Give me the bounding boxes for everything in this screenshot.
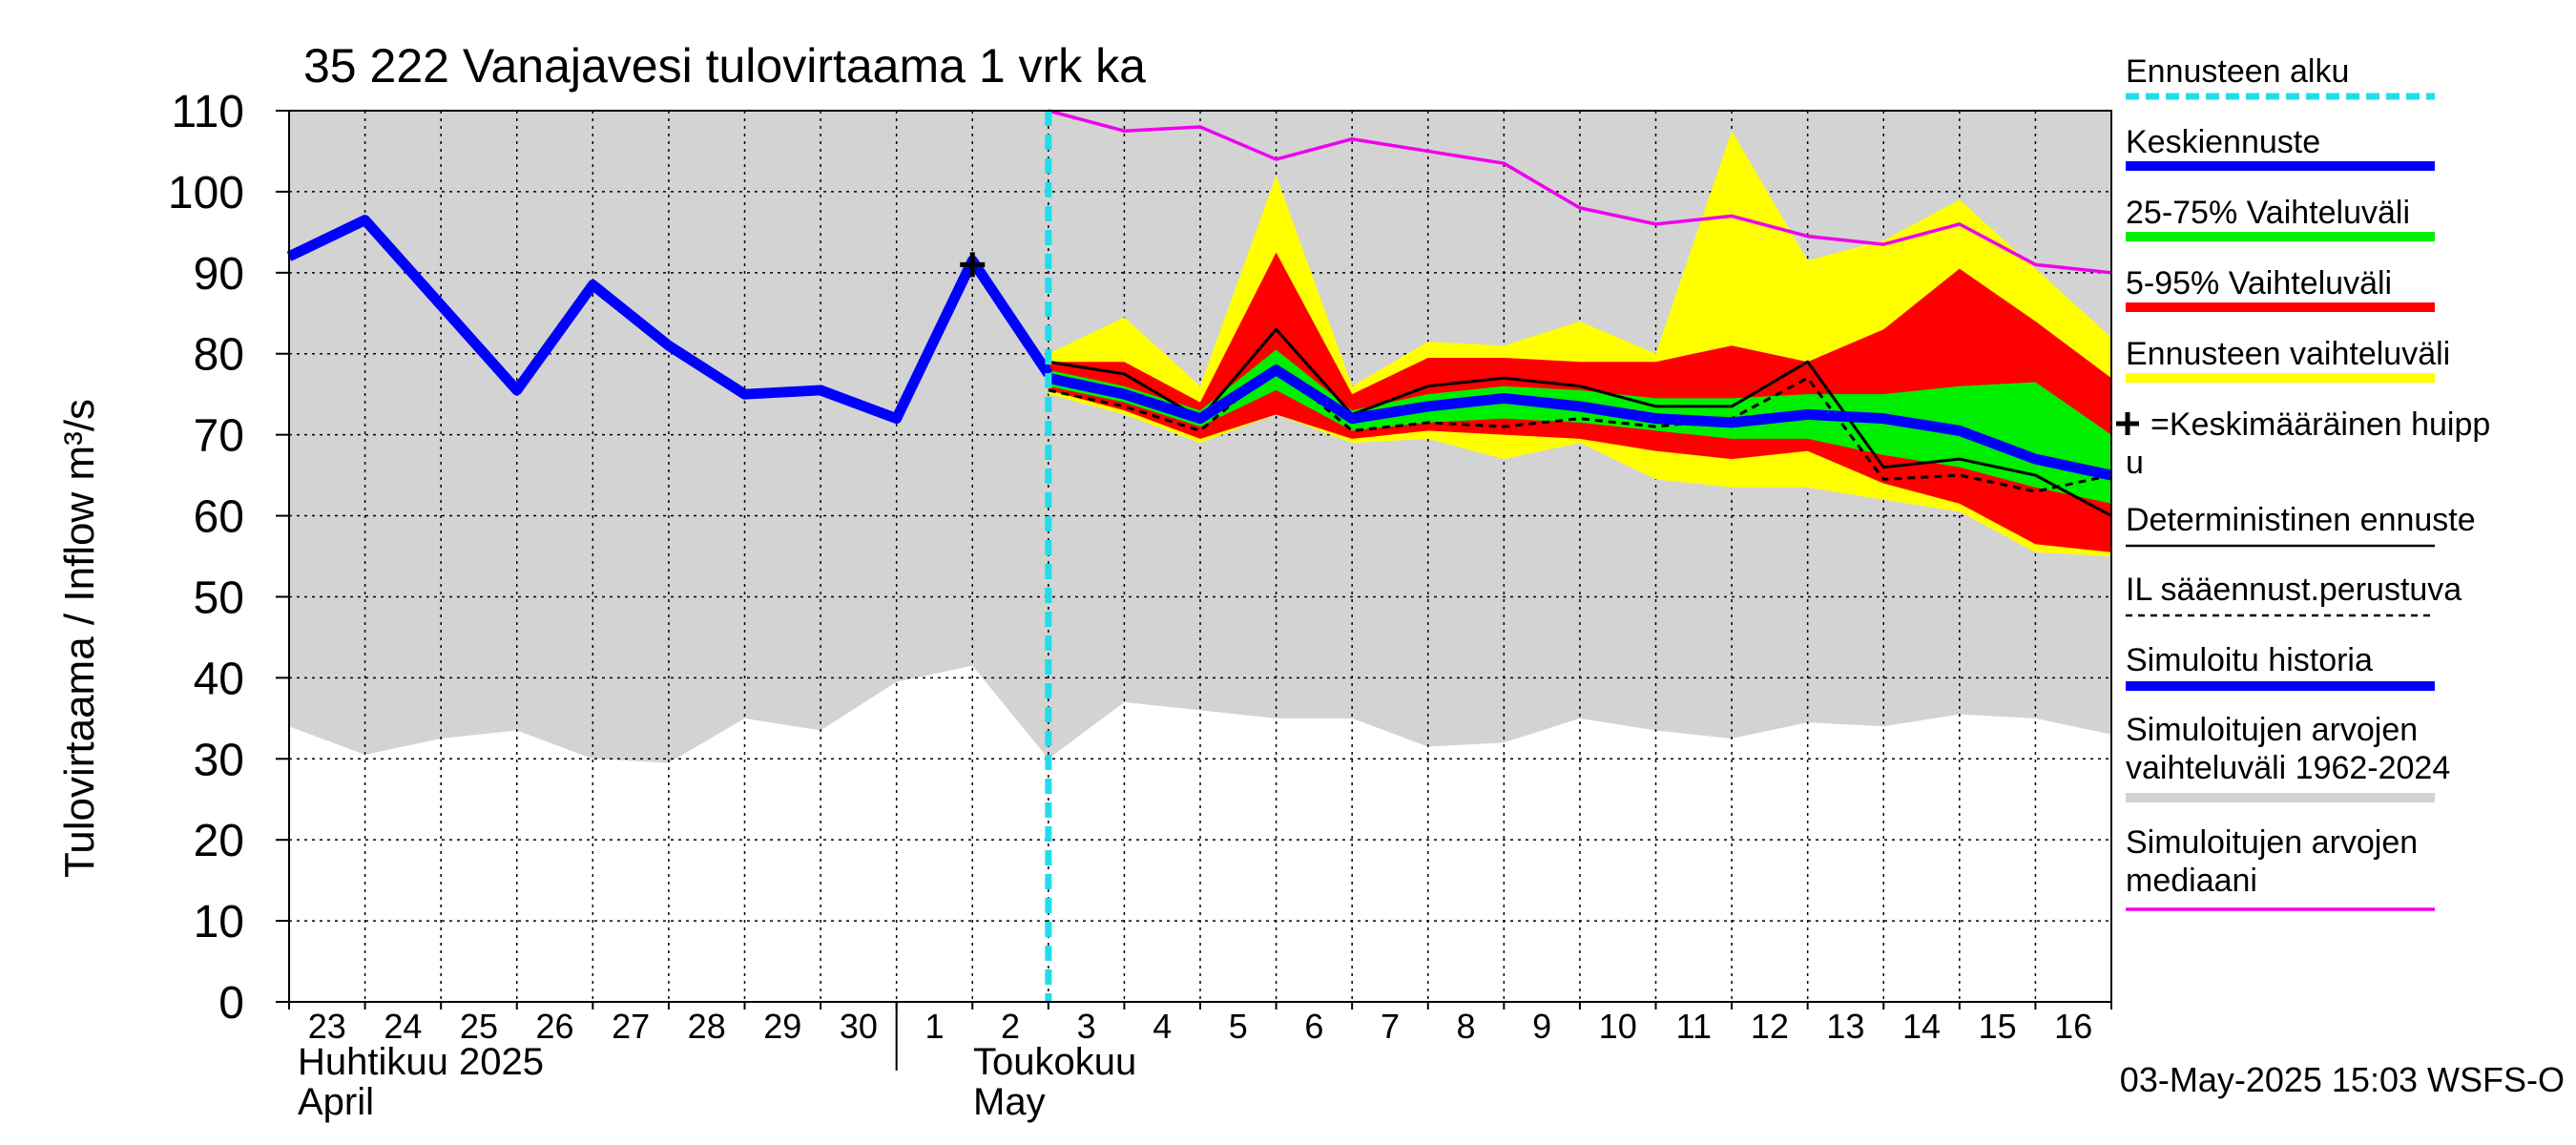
x-tick-label: 23 xyxy=(308,1007,346,1046)
peak-marker xyxy=(960,252,986,278)
legend-label: 5-95% Vaihteluväli xyxy=(2126,265,2392,302)
y-tick-label: 110 xyxy=(171,87,244,137)
y-tick-label: 60 xyxy=(194,492,244,543)
chart-title: 35 222 Vanajavesi tulovirtaama 1 vrk ka xyxy=(303,39,1146,93)
legend-label: IL sääennust.perustuva xyxy=(2126,572,2462,608)
x-tick-label: 2 xyxy=(1001,1007,1020,1046)
month-label-fi: Toukokuu xyxy=(973,1041,1136,1083)
x-tick-label: 16 xyxy=(2054,1007,2092,1046)
x-tick-label: 9 xyxy=(1532,1007,1551,1046)
legend-label-2: u xyxy=(2126,445,2144,481)
y-tick-label: 30 xyxy=(194,735,244,785)
y-tick-label: 80 xyxy=(194,330,244,381)
timestamp: 03-May-2025 15:03 WSFS-O xyxy=(2120,1060,2565,1099)
y-tick-label: 40 xyxy=(194,654,244,704)
legend-label: Simuloitu historia xyxy=(2126,642,2373,678)
grid-lines xyxy=(289,111,2111,1002)
x-tick-label: 24 xyxy=(384,1007,422,1046)
legend-label: 25-75% Vaihteluväli xyxy=(2126,195,2410,231)
x-tick-label: 15 xyxy=(1979,1007,2017,1046)
legend-label-2: mediaani xyxy=(2126,863,2257,899)
x-tick-label: 28 xyxy=(688,1007,726,1046)
legend-label: Keskiennuste xyxy=(2126,124,2320,160)
legend-label: Ennusteen alku xyxy=(2126,53,2349,90)
y-tick-label: 10 xyxy=(194,897,244,947)
x-tick-label: 8 xyxy=(1457,1007,1476,1046)
legend-label: Deterministinen ennuste xyxy=(2126,502,2476,538)
legend-label: =Keskimääräinen huipp xyxy=(2150,406,2490,443)
simulated-history-line xyxy=(286,215,1053,425)
y-tick-label: 100 xyxy=(168,168,244,219)
month-label-fi: Huhtikuu 2025 xyxy=(298,1041,544,1083)
legend-plus-icon xyxy=(2116,412,2139,435)
y-tick-label: 70 xyxy=(194,411,244,462)
month-label-en: April xyxy=(298,1081,374,1123)
x-tick-label: 30 xyxy=(840,1007,878,1046)
x-tick-label: 5 xyxy=(1229,1007,1248,1046)
x-tick-label: 25 xyxy=(460,1007,498,1046)
median-line xyxy=(1048,109,2112,275)
y-axis-label: Tulovirtaama / Inflow m³/s xyxy=(56,399,103,878)
x-tick-label: 3 xyxy=(1077,1007,1096,1046)
x-tick-label: 1 xyxy=(924,1007,944,1046)
y-tick-label: 50 xyxy=(194,572,244,623)
y-tick-label: 0 xyxy=(218,978,244,1029)
legend: Ennusteen alku Keskiennuste 25-75% Vaihtel… xyxy=(2116,53,2490,911)
y-tick-label: 90 xyxy=(194,249,244,300)
x-tick-label: 26 xyxy=(536,1007,574,1046)
mean-forecast-line xyxy=(1047,364,2113,481)
deterministic-line xyxy=(1048,327,2112,517)
x-tick-label: 4 xyxy=(1153,1007,1172,1046)
x-tick-label: 27 xyxy=(612,1007,650,1046)
x-tick-label: 13 xyxy=(1826,1007,1864,1046)
legend-label: Simuloitujen arvojen xyxy=(2126,712,2418,748)
x-tick-label: 7 xyxy=(1381,1007,1400,1046)
y-tick-label: 20 xyxy=(194,816,244,866)
x-tick-label: 6 xyxy=(1304,1007,1323,1046)
il-forecast-line xyxy=(1048,364,2112,493)
month-label-en: May xyxy=(973,1081,1046,1123)
legend-label: Ennusteen vaihteluväli xyxy=(2126,336,2450,372)
x-tick-label: 14 xyxy=(1902,1007,1941,1046)
x-tick-label: 10 xyxy=(1599,1007,1637,1046)
x-tick-label: 12 xyxy=(1751,1007,1789,1046)
x-tick-label: 29 xyxy=(763,1007,801,1046)
legend-label: Simuloitujen arvojen xyxy=(2126,824,2418,861)
legend-label-2: vaihteluväli 1962-2024 xyxy=(2126,750,2450,786)
x-tick-label: 11 xyxy=(1676,1007,1712,1046)
